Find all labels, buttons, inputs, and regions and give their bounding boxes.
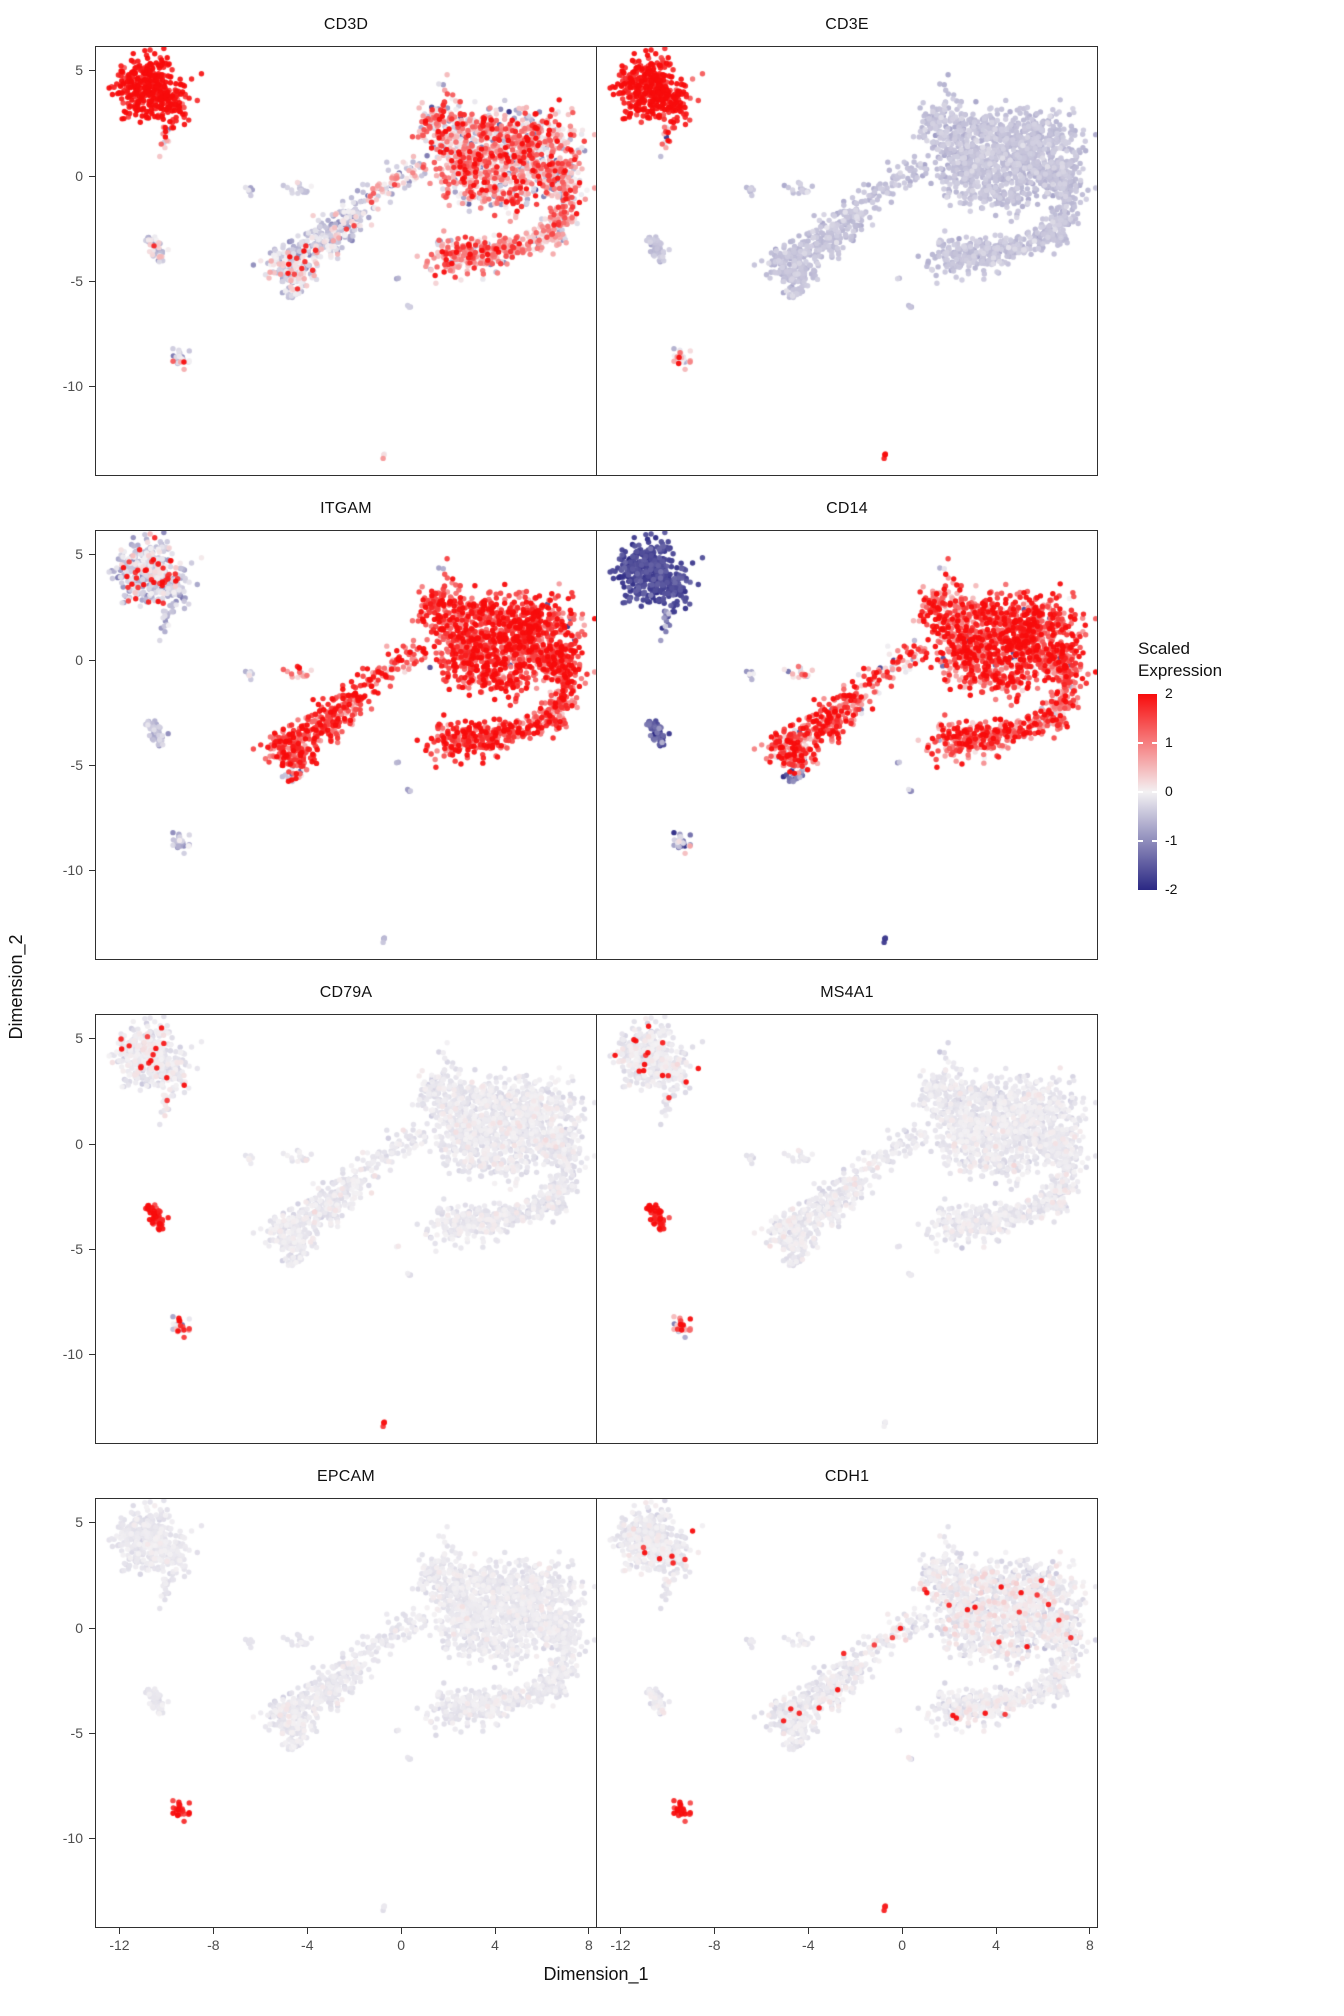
- x-axis-tick-mark: [619, 1928, 621, 1934]
- legend-colorbar-tick: [1152, 791, 1157, 794]
- panel-cd3d: [95, 46, 597, 476]
- panel-title-cd3d: CD3D: [323, 16, 369, 33]
- y-axis-tick-mark: [89, 554, 95, 556]
- legend-tick-label: -2: [1165, 881, 1178, 898]
- y-axis-tick-label: 5: [75, 546, 83, 563]
- y-axis-tick-label: -10: [62, 1830, 83, 1847]
- x-axis-tick-label: -12: [109, 1937, 130, 1953]
- x-axis-tick-label: -8: [207, 1937, 220, 1953]
- y-axis-tick-mark: [89, 1838, 95, 1840]
- x-axis-tick-mark: [494, 1928, 496, 1934]
- panel-title-epcam: EPCAM: [317, 1468, 375, 1485]
- y-axis-tick-mark: [89, 1143, 95, 1145]
- x-axis-tick-label: -8: [708, 1937, 721, 1953]
- y-axis-tick-label: -5: [70, 1725, 83, 1742]
- legend-title: Scaled Expression: [1138, 639, 1223, 681]
- panel-itgam: [95, 530, 597, 960]
- scatter-canvas-cd14: [597, 531, 1097, 959]
- x-axis-tick-mark: [807, 1928, 809, 1934]
- x-axis-tick-label: 0: [397, 1937, 406, 1953]
- y-axis-tick-mark: [89, 659, 95, 661]
- legend-tick-label: 1: [1165, 734, 1173, 751]
- x-axis-title: Dimension_1: [543, 1964, 649, 1984]
- x-axis-tick-label: 4: [491, 1937, 499, 1953]
- y-axis-tick-mark: [89, 281, 95, 283]
- scatter-canvas-ms4a1: [597, 1015, 1097, 1443]
- y-axis-tick-mark: [89, 1354, 95, 1356]
- x-axis-tick-label: -4: [802, 1937, 815, 1953]
- panel-title-itgam: ITGAM: [320, 500, 372, 517]
- x-axis-tick-label: 0: [898, 1937, 907, 1953]
- legend-colorbar-tick: [1138, 742, 1143, 745]
- x-axis-tick-mark: [212, 1928, 214, 1934]
- y-axis-tick-mark: [89, 870, 95, 872]
- x-axis-tick-label: 4: [992, 1937, 1000, 1953]
- y-axis-tick-mark: [89, 1522, 95, 1524]
- x-axis-tick-mark: [1089, 1928, 1091, 1934]
- panel-cd79a: [95, 1014, 597, 1444]
- y-axis-tick-label: -5: [70, 273, 83, 290]
- y-axis-tick-label: 0: [75, 1619, 83, 1636]
- y-axis-tick-label: 5: [75, 1514, 83, 1531]
- y-axis-tick-label: -10: [62, 862, 83, 879]
- legend-tick-label: 0: [1165, 783, 1173, 800]
- panel-title-cd14: CD14: [826, 500, 868, 517]
- y-axis-tick-label: 0: [75, 1135, 83, 1152]
- scatter-canvas-cd79a: [96, 1015, 596, 1443]
- y-axis-title: Dimension_2: [6, 934, 26, 1040]
- legend-tick-label: -1: [1165, 832, 1178, 849]
- y-axis-tick-mark: [89, 1733, 95, 1735]
- scatter-canvas-cdh1: [597, 1499, 1097, 1927]
- legend-tick-label: 2: [1165, 685, 1173, 702]
- panel-title-cd79a: CD79A: [319, 984, 373, 1001]
- y-axis-tick-mark: [89, 1249, 95, 1251]
- y-axis-tick-mark: [89, 386, 95, 388]
- scatter-canvas-cd3e: [597, 47, 1097, 475]
- scatter-canvas-cd3d: [96, 47, 596, 475]
- scatter-canvas-epcam: [96, 1499, 596, 1927]
- panel-epcam: [95, 1498, 597, 1928]
- y-axis-tick-label: 5: [75, 62, 83, 79]
- panel-ms4a1: [596, 1014, 1098, 1444]
- y-axis-tick-mark: [89, 765, 95, 767]
- y-axis-tick-label: 0: [75, 651, 83, 668]
- y-axis-tick-label: -10: [62, 378, 83, 395]
- panel-title-ms4a1: MS4A1: [820, 984, 874, 1001]
- panel-title-cd3e: CD3E: [825, 16, 869, 33]
- y-axis-tick-mark: [89, 175, 95, 177]
- scatter-canvas-itgam: [96, 531, 596, 959]
- y-axis-tick-label: -5: [70, 1241, 83, 1258]
- legend-colorbar-tick: [1138, 791, 1143, 794]
- legend-colorbar-tick: [1152, 840, 1157, 843]
- x-axis-tick-label: -4: [301, 1937, 314, 1953]
- x-axis-tick-mark: [400, 1928, 402, 1934]
- legend-colorbar-tick: [1152, 742, 1157, 745]
- y-axis-tick-mark: [89, 70, 95, 72]
- legend-colorbar-tick: [1138, 840, 1143, 843]
- panel-title-cdh1: CDH1: [824, 1468, 870, 1485]
- y-axis-tick-label: 0: [75, 167, 83, 184]
- x-axis-tick-mark: [713, 1928, 715, 1934]
- y-axis-tick-label: -10: [62, 1346, 83, 1363]
- x-axis-tick-mark: [118, 1928, 120, 1934]
- panel-cd3e: [596, 46, 1098, 476]
- legend-colorbar-body: 2 1 0 -1 -2: [1138, 685, 1338, 904]
- y-axis-tick-label: -5: [70, 757, 83, 774]
- x-axis-tick-mark: [588, 1928, 590, 1934]
- panel-cdh1: [596, 1498, 1098, 1928]
- y-axis-tick-mark: [89, 1038, 95, 1040]
- x-axis-tick-mark: [995, 1928, 997, 1934]
- x-axis-tick-mark: [306, 1928, 308, 1934]
- legend-scaled-expression: Scaled Expression 2 1 0 -1 -2: [1138, 638, 1338, 904]
- x-axis-tick-label: 8: [585, 1937, 593, 1953]
- y-axis-tick-label: 5: [75, 1030, 83, 1047]
- x-axis-tick-label: -12: [610, 1937, 631, 1953]
- x-axis-tick-label: 8: [1086, 1937, 1094, 1953]
- y-axis-tick-mark: [89, 1627, 95, 1629]
- x-axis-tick-mark: [901, 1928, 903, 1934]
- panel-cd14: [596, 530, 1098, 960]
